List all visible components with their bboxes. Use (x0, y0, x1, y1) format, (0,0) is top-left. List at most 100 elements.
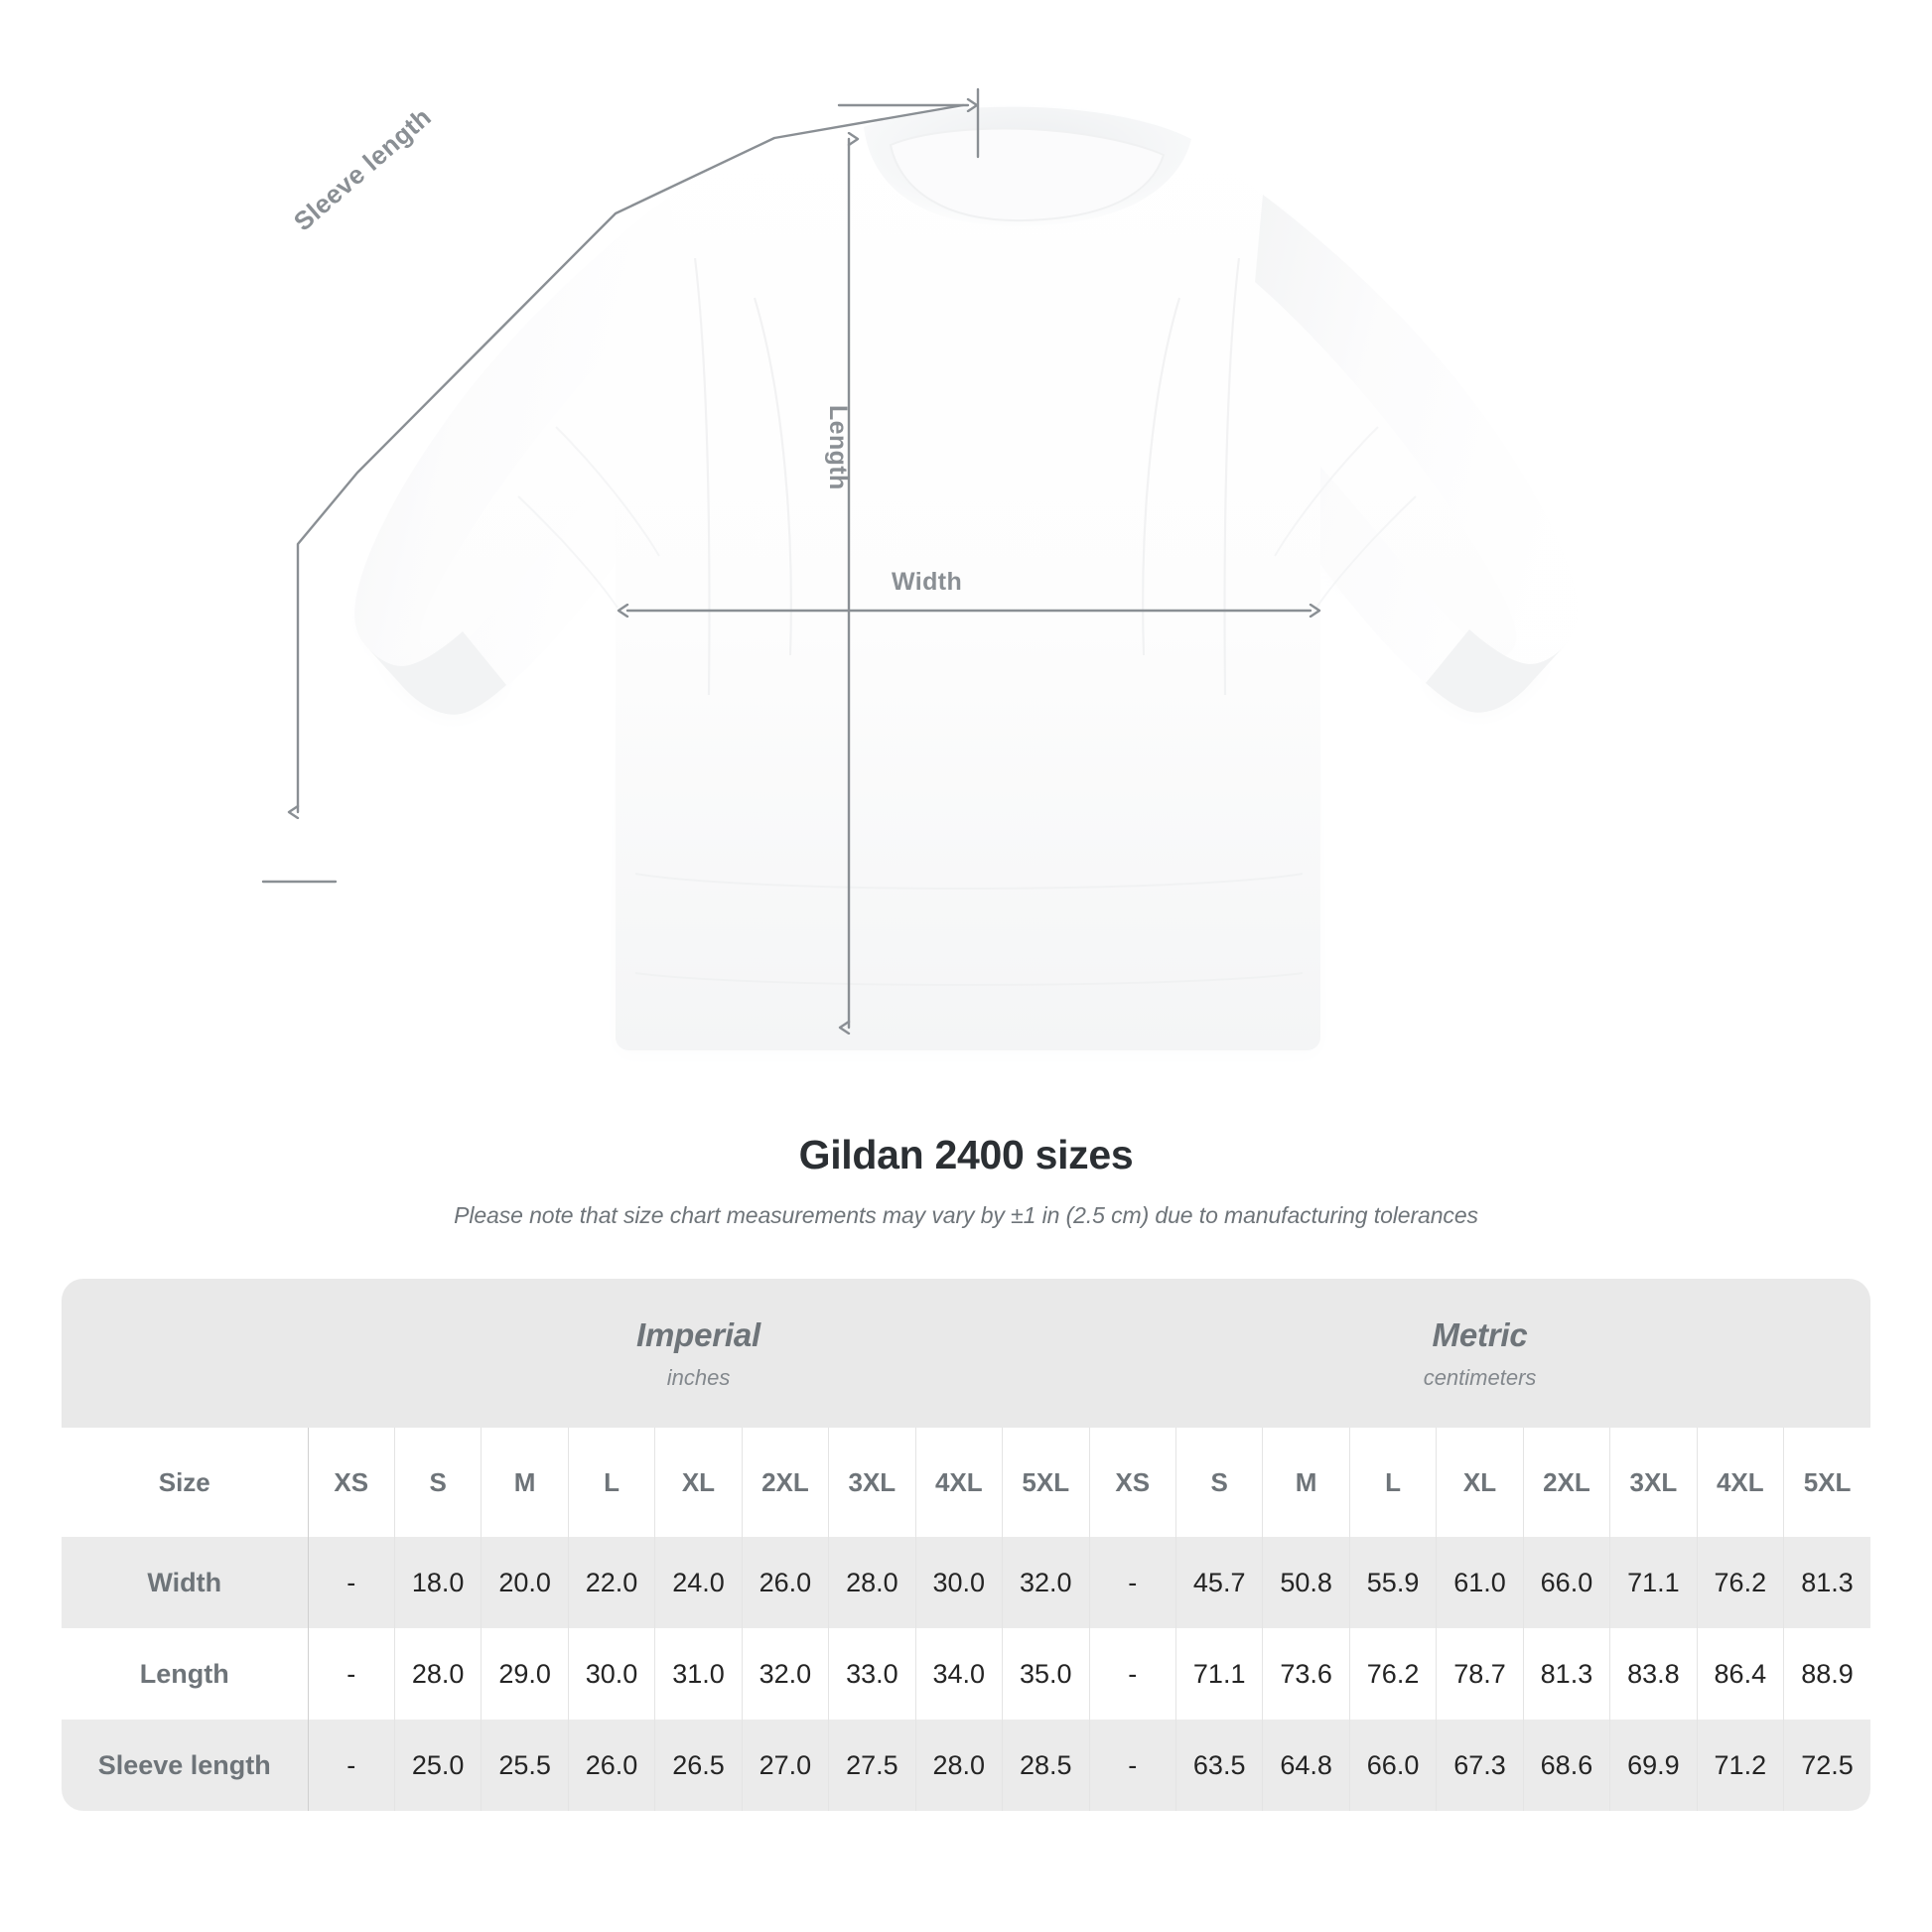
cell-width-l-in: 22.0 (568, 1537, 656, 1628)
cell-sleeve-length-xl-in: 26.5 (654, 1720, 743, 1811)
cell-sleeve-length-m-cm: 64.8 (1262, 1720, 1350, 1811)
size-column-header-s-metric: S (1175, 1428, 1264, 1537)
measurement-row-label-sleeve-length: Sleeve length (62, 1720, 309, 1811)
size-column-header-xl-imperial: XL (654, 1428, 743, 1537)
cell-sleeve-length-3xl-cm: 69.9 (1609, 1720, 1698, 1811)
cell-length-4xl-in: 34.0 (915, 1628, 1004, 1720)
cell-width-5xl-cm: 81.3 (1783, 1537, 1871, 1628)
cell-width-xs-cm: - (1089, 1537, 1176, 1628)
size-column-header-2xl-metric: 2XL (1523, 1428, 1611, 1537)
cell-width-xl-in: 24.0 (654, 1537, 743, 1628)
size-column-header-5xl-imperial: 5XL (1002, 1428, 1090, 1537)
cell-width-5xl-in: 32.0 (1002, 1537, 1090, 1628)
size-column-header-5xl-metric: 5XL (1783, 1428, 1871, 1537)
cell-length-xs-in: - (308, 1628, 395, 1720)
size-column-header-4xl-metric: 4XL (1697, 1428, 1785, 1537)
size-column-header-xs-imperial: XS (308, 1428, 395, 1537)
shirt-illustration: Sleeve length Length Width (261, 87, 1578, 1051)
cell-sleeve-length-2xl-cm: 68.6 (1523, 1720, 1611, 1811)
size-column-header-l-imperial: L (568, 1428, 656, 1537)
size-chart-table-container: Imperial inches Metric centimeters Size XS S M L… (62, 1279, 1871, 1811)
shirt-garment (354, 106, 1578, 1051)
size-column-header-3xl-imperial: 3XL (828, 1428, 916, 1537)
cell-length-5xl-cm: 88.9 (1783, 1628, 1871, 1720)
cell-length-s-in: 28.0 (394, 1628, 483, 1720)
cell-width-xl-cm: 61.0 (1436, 1537, 1524, 1628)
cell-length-s-cm: 71.1 (1175, 1628, 1264, 1720)
measurement-annotations (261, 87, 1311, 1028)
unit-group-metric: Metric centimeters (1089, 1279, 1871, 1428)
size-column-header-s-imperial: S (394, 1428, 483, 1537)
cell-sleeve-length-3xl-in: 27.5 (828, 1720, 916, 1811)
cell-length-5xl-in: 35.0 (1002, 1628, 1090, 1720)
unit-group-subtitle: inches (666, 1364, 731, 1390)
table-row: Sleeve length -25.0 25.5 26.0 26.5 27.0 27.5 28… (62, 1720, 1871, 1811)
cell-length-2xl-in: 32.0 (742, 1628, 830, 1720)
cell-length-2xl-cm: 81.3 (1523, 1628, 1611, 1720)
cell-sleeve-length-xs-cm: - (1089, 1720, 1176, 1811)
chart-header: Gildan 2400 sizes Please note that size … (0, 1132, 1932, 1229)
unit-band-spacer (62, 1279, 308, 1428)
cell-length-m-cm: 73.6 (1262, 1628, 1350, 1720)
size-chart-table: Imperial inches Metric centimeters Size XS S M L… (62, 1279, 1871, 1811)
size-column-header-xl-metric: XL (1436, 1428, 1524, 1537)
cell-width-3xl-cm: 71.1 (1609, 1537, 1698, 1628)
size-header-label: Size (62, 1428, 309, 1537)
size-column-header-l-metric: L (1349, 1428, 1438, 1537)
cell-width-m-cm: 50.8 (1262, 1537, 1350, 1628)
sleeve-length-dimension (261, 87, 980, 884)
cell-length-xs-cm: - (1089, 1628, 1176, 1720)
cell-sleeve-length-5xl-in: 28.5 (1002, 1720, 1090, 1811)
cell-sleeve-length-m-in: 25.5 (481, 1720, 569, 1811)
cell-width-2xl-cm: 66.0 (1523, 1537, 1611, 1628)
cell-sleeve-length-s-in: 25.0 (394, 1720, 483, 1811)
cell-length-3xl-in: 33.0 (828, 1628, 916, 1720)
cell-sleeve-length-s-cm: 63.5 (1175, 1720, 1264, 1811)
cell-width-4xl-cm: 76.2 (1697, 1537, 1785, 1628)
cell-width-l-cm: 55.9 (1349, 1537, 1438, 1628)
table-row: Width -18.0 20.0 22.0 24.0 26.0 28.0 30.0 32.0-4… (62, 1537, 1871, 1628)
unit-group-name: Metric (1432, 1315, 1528, 1353)
cell-width-2xl-in: 26.0 (742, 1537, 830, 1628)
measurement-row-label-length: Length (62, 1628, 309, 1720)
cell-sleeve-length-l-in: 26.0 (568, 1720, 656, 1811)
cell-sleeve-length-2xl-in: 27.0 (742, 1720, 830, 1811)
unit-group-name: Imperial (636, 1315, 760, 1353)
cell-length-l-in: 30.0 (568, 1628, 656, 1720)
cell-length-m-in: 29.0 (481, 1628, 569, 1720)
size-column-header-m-imperial: M (481, 1428, 569, 1537)
cell-width-3xl-in: 28.0 (828, 1537, 916, 1628)
cell-sleeve-length-xl-cm: 67.3 (1436, 1720, 1524, 1811)
cell-length-xl-cm: 78.7 (1436, 1628, 1524, 1720)
tolerance-note: Please note that size chart measurements… (454, 1202, 1478, 1228)
cell-sleeve-length-5xl-cm: 72.5 (1783, 1720, 1871, 1811)
cell-width-s-cm: 45.7 (1175, 1537, 1264, 1628)
unit-group-header-row: Imperial inches Metric centimeters (62, 1279, 1871, 1428)
cell-width-m-in: 20.0 (481, 1537, 569, 1628)
cell-length-3xl-cm: 83.8 (1609, 1628, 1698, 1720)
unit-group-imperial: Imperial inches (308, 1279, 1090, 1428)
shirt-drawing (261, 87, 1578, 1051)
table-row: Length -28.0 29.0 30.0 31.0 32.0 33.0 34.0 35.0-… (62, 1628, 1871, 1720)
cell-width-4xl-in: 30.0 (915, 1537, 1004, 1628)
cell-sleeve-length-xs-in: - (308, 1720, 395, 1811)
size-column-header-2xl-imperial: 2XL (742, 1428, 830, 1537)
cell-length-l-cm: 76.2 (1349, 1628, 1438, 1720)
size-column-header-m-metric: M (1262, 1428, 1350, 1537)
cell-sleeve-length-4xl-in: 28.0 (915, 1720, 1004, 1811)
cell-length-xl-in: 31.0 (654, 1628, 743, 1720)
cell-sleeve-length-l-cm: 66.0 (1349, 1720, 1438, 1811)
width-annotation-label: Width (892, 568, 963, 596)
cell-sleeve-length-4xl-cm: 71.2 (1697, 1720, 1785, 1811)
size-column-header-3xl-metric: 3XL (1609, 1428, 1698, 1537)
page-title: Gildan 2400 sizes (798, 1132, 1134, 1177)
size-header-row: Size XS S M L XL 2XL 3XL 4XL 5XL XS S M L XL 2XL 3XL 4XL 5… (62, 1428, 1871, 1537)
size-column-header-xs-metric: XS (1089, 1428, 1176, 1537)
unit-group-subtitle: centimeters (1423, 1364, 1537, 1390)
cell-width-xs-in: - (308, 1537, 395, 1628)
cell-width-s-in: 18.0 (394, 1537, 483, 1628)
cell-length-4xl-cm: 86.4 (1697, 1628, 1785, 1720)
measurement-row-label-width: Width (62, 1537, 309, 1628)
length-annotation-label: Length (824, 405, 852, 490)
size-column-header-4xl-imperial: 4XL (915, 1428, 1004, 1537)
